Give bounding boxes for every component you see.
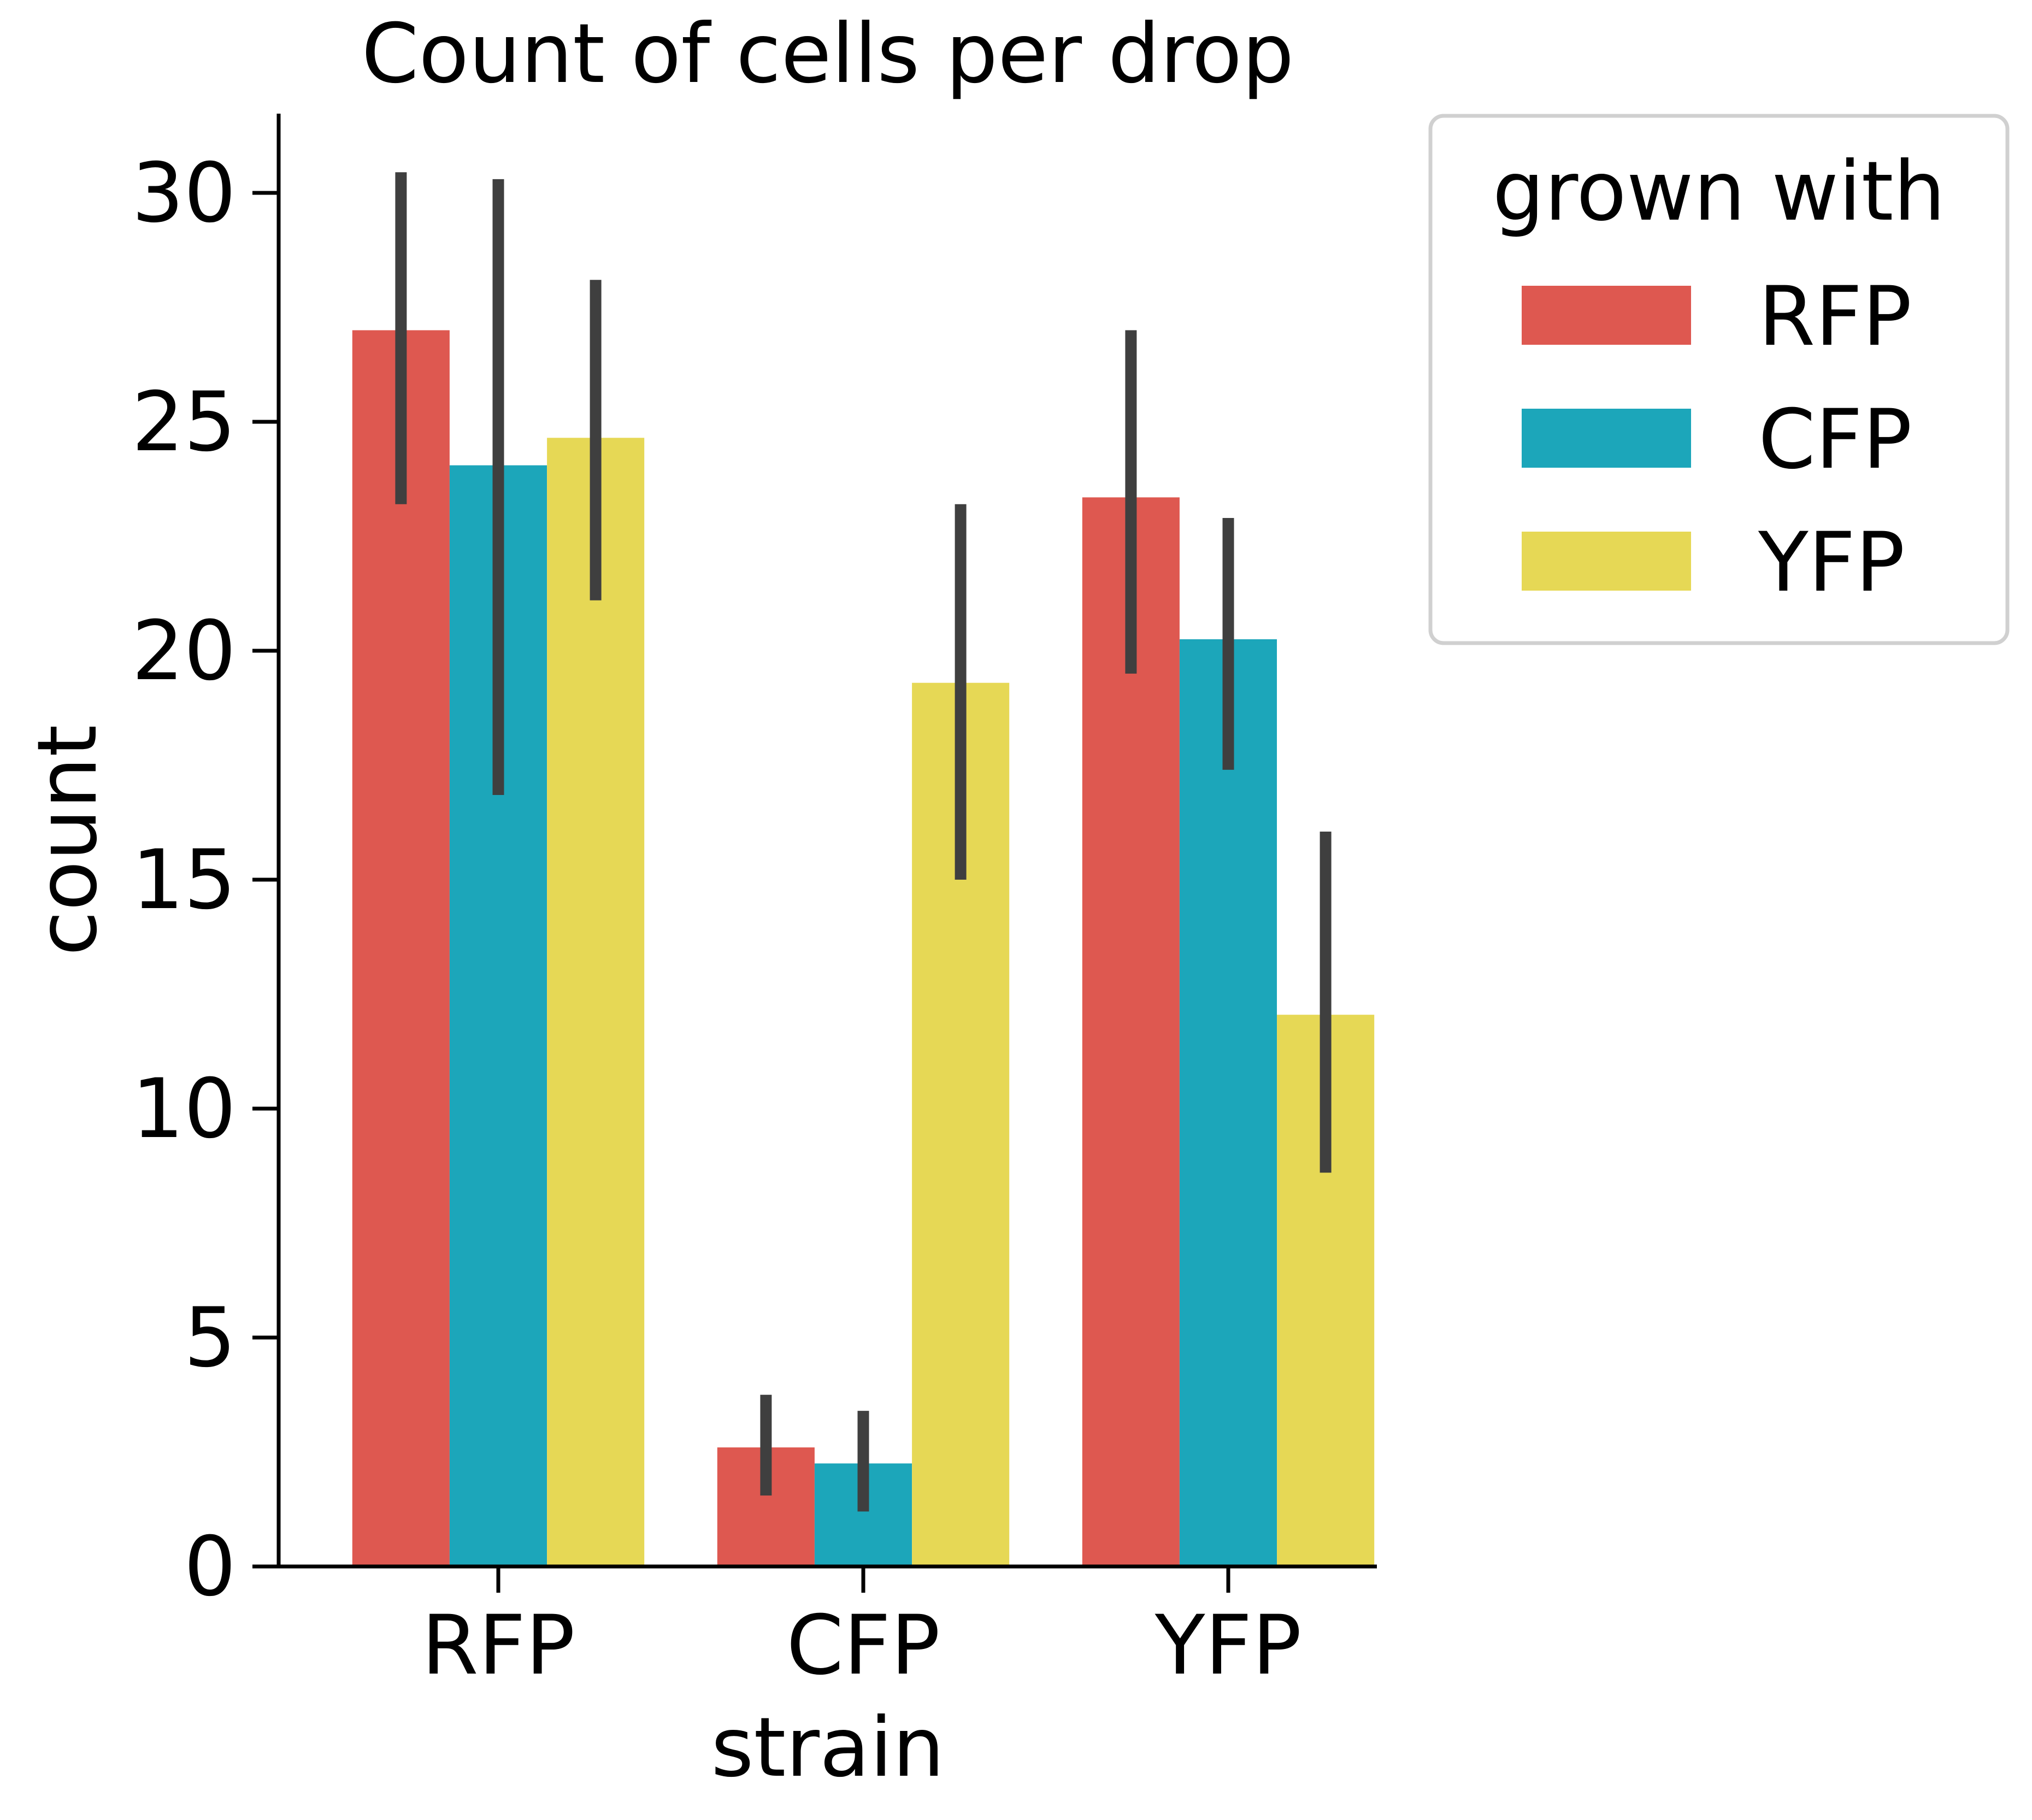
y-tick-label: 10 [132, 1062, 236, 1157]
bars-layer [352, 330, 1375, 1567]
y-tick-label: 5 [184, 1291, 236, 1386]
y-tick-label: 15 [132, 833, 236, 928]
legend: grown with RFP CFP YFP [1428, 114, 2010, 645]
axes-layer [276, 114, 1377, 1569]
y-tick-label: 20 [132, 604, 236, 699]
legend-frame [1428, 114, 2010, 645]
legend-title: grown with [1492, 144, 1945, 239]
legend-entries: RFP CFP YFP [1522, 269, 1912, 610]
legend-label-cfp: CFP [1758, 392, 1912, 487]
y-tick-label: 0 [184, 1519, 236, 1615]
bar-rfp-yfp [1082, 497, 1180, 1566]
x-tick-label-cfp: CFP [786, 1598, 940, 1693]
y-tick-label: 30 [132, 146, 236, 241]
bar-yfp-rfp [547, 438, 645, 1566]
x-axis-label: strain [711, 1700, 944, 1795]
x-tick-label-rfp: RFP [422, 1598, 575, 1693]
legend-label-yfp: YFP [1758, 515, 1905, 610]
y-axis-label: count [20, 725, 115, 956]
bar-cfp-yfp [1179, 639, 1277, 1566]
x-ticks: RFP CFP YFP [422, 1566, 1301, 1693]
bar-rfp-rfp [352, 330, 450, 1567]
chart-title: Count of cells per drop [362, 7, 1294, 102]
y-ticks: 0 5 10 15 20 25 30 [132, 146, 279, 1615]
errorbars-layer [395, 172, 1332, 1512]
legend-label-rfp: RFP [1758, 269, 1912, 364]
legend-swatch-cfp [1522, 409, 1691, 468]
x-tick-label-yfp: YFP [1155, 1598, 1301, 1693]
y-tick-label: 25 [132, 375, 236, 470]
legend-swatch-yfp [1522, 532, 1691, 591]
legend-swatch-rfp [1522, 286, 1691, 345]
